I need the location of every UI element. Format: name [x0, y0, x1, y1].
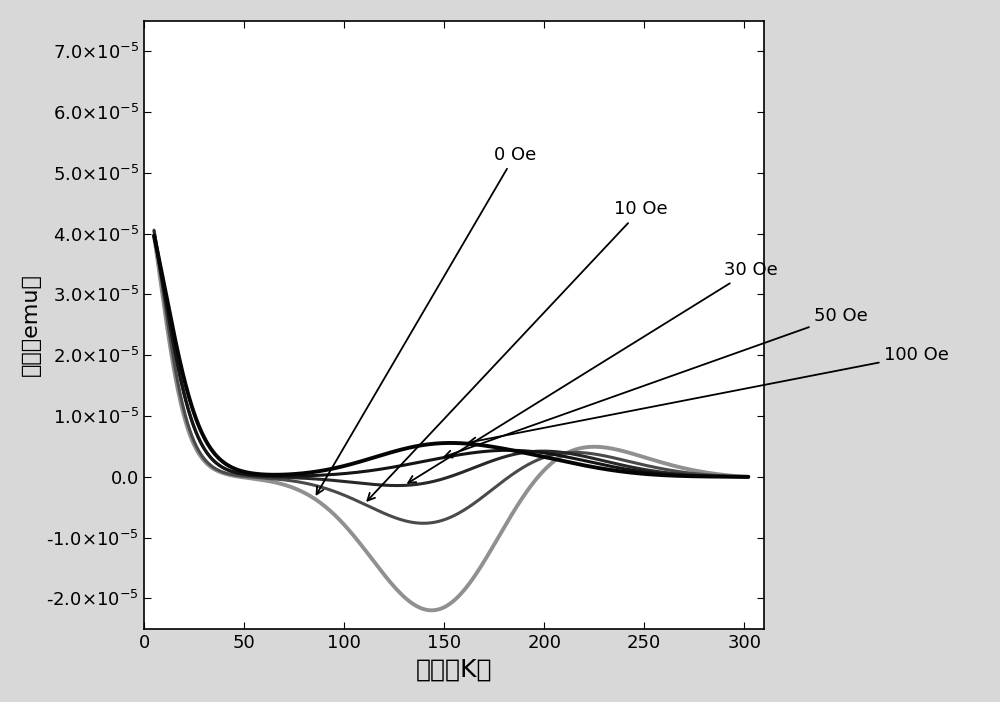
X-axis label: 温度（K）: 温度（K） — [416, 657, 492, 681]
Y-axis label: 磁矩（emu）: 磁矩（emu） — [21, 273, 41, 376]
Text: 50 Oe: 50 Oe — [445, 307, 868, 458]
Text: 10 Oe: 10 Oe — [367, 200, 668, 501]
Text: 0 Oe: 0 Oe — [317, 145, 536, 494]
Text: 30 Oe: 30 Oe — [408, 261, 778, 483]
Text: 100 Oe: 100 Oe — [469, 346, 949, 444]
